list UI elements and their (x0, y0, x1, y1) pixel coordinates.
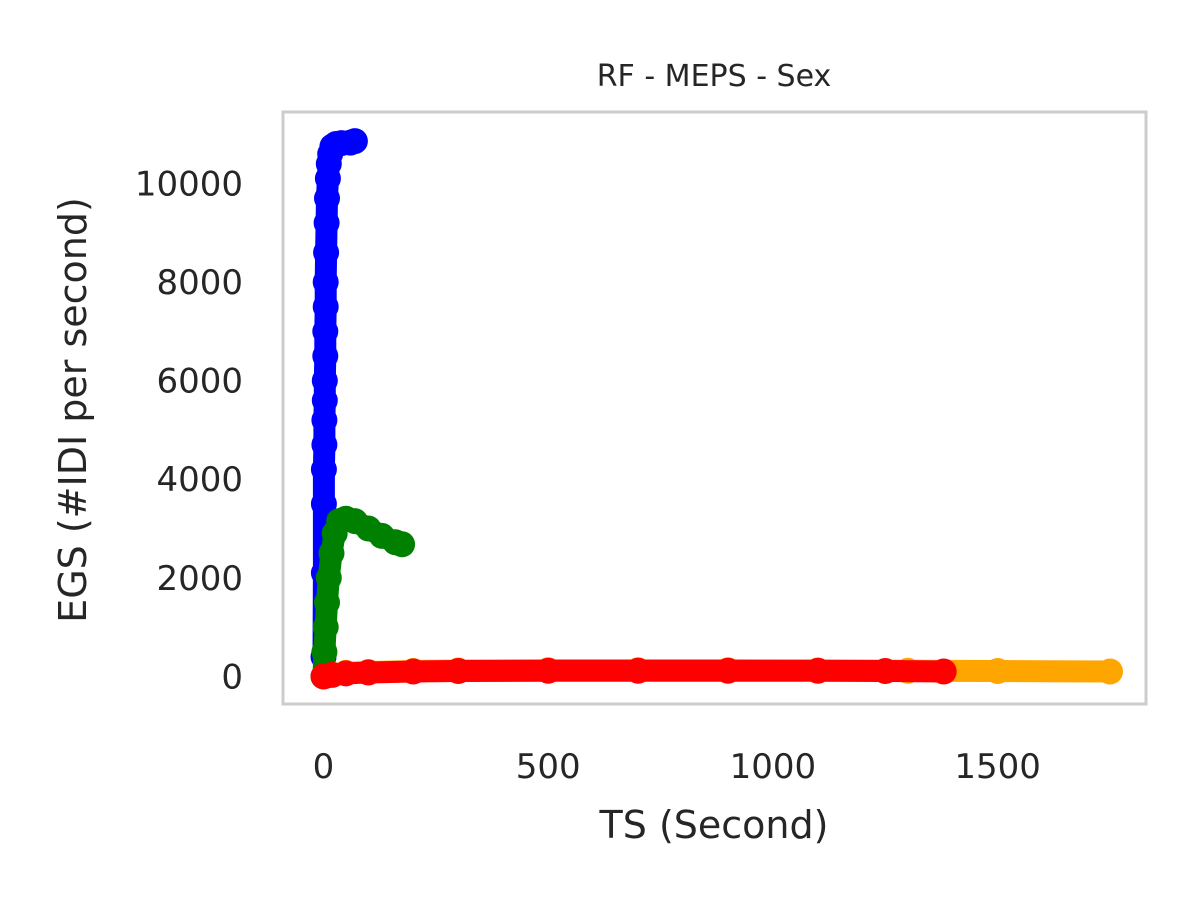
data-point (310, 456, 337, 483)
x-tick-label: 500 (516, 747, 581, 787)
data-point (389, 531, 416, 558)
data-point (312, 293, 339, 320)
plot-frame (281, 110, 1148, 706)
data-point (355, 659, 382, 686)
chart-title: RF - MEPS - Sex (597, 59, 832, 94)
data-point (930, 658, 957, 685)
data-point (400, 658, 427, 685)
y-tick-label: 8000 (156, 263, 243, 303)
y-tick-label: 10000 (135, 164, 243, 204)
data-point (311, 367, 338, 394)
data-point (311, 431, 338, 458)
y-tick-label: 4000 (156, 460, 243, 500)
x-tick-label: 1000 (730, 747, 817, 787)
x-axis-label: TS (Second) (599, 803, 829, 847)
data-point (535, 657, 562, 684)
series-layer (310, 128, 1123, 690)
data-point (312, 318, 339, 345)
data-point (315, 564, 342, 591)
data-point (313, 239, 340, 266)
data-point (313, 209, 340, 236)
data-point (311, 387, 338, 414)
data-point (314, 185, 340, 212)
data-point (311, 407, 338, 434)
data-point (984, 658, 1011, 684)
y-tick-label: 2000 (156, 559, 243, 599)
axis-ticks: 0 500 1000 1500 0 2000 4000 6000 8000 10000 (135, 164, 1041, 787)
data-point (341, 128, 368, 155)
data-point (445, 658, 472, 684)
data-point (804, 657, 831, 684)
data-point (1097, 658, 1123, 685)
data-point (312, 614, 339, 641)
x-tick-label: 0 (313, 747, 335, 787)
data-point (312, 343, 339, 369)
data-point (625, 657, 652, 684)
series-1 (310, 128, 368, 670)
data-point (314, 589, 340, 616)
data-point (310, 490, 337, 517)
plot-area (310, 128, 1123, 690)
y-tick-label: 0 (221, 657, 243, 697)
y-tick-label: 6000 (156, 362, 243, 402)
data-point (715, 657, 741, 684)
series-4 (310, 657, 957, 690)
data-point (872, 658, 899, 684)
data-point (318, 540, 345, 567)
data-point (312, 269, 339, 296)
data-point (332, 660, 359, 687)
y-axis-label: EGS (#IDI per second) (51, 197, 95, 623)
x-tick-label: 1500 (954, 747, 1041, 787)
data-point (311, 638, 338, 665)
